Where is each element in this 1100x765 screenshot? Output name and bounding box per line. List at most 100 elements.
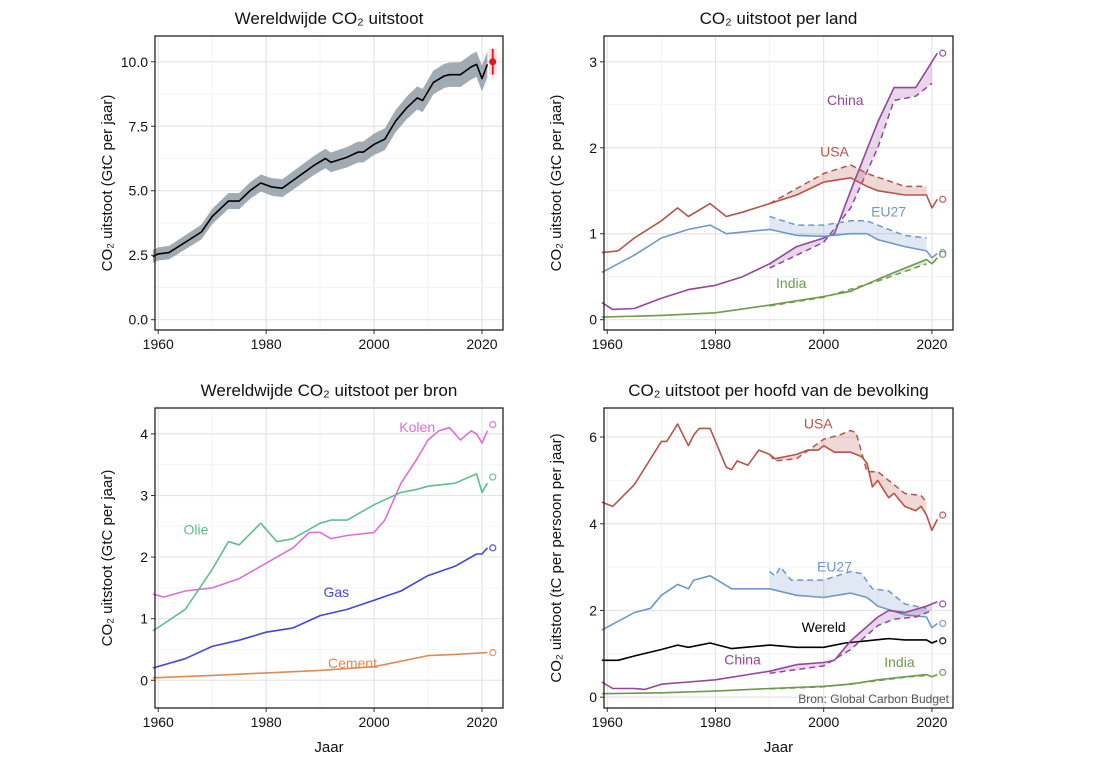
x-tick-label: 1980 [700, 336, 731, 352]
chart-panel-0: Wereldwijde CO₂ uitstoot 1960 1980 2000 2020… [99, 9, 504, 352]
x-tick-label: 1960 [592, 336, 623, 352]
plot-frame [154, 35, 504, 331]
y-tick-label: 2 [589, 140, 597, 156]
y-tick-label: 5.0 [129, 183, 149, 199]
plot-frame [154, 407, 504, 709]
projection-point-gas [489, 544, 497, 552]
consumption-territorial-band-usa [769, 430, 927, 516]
x-tick-label: 1980 [700, 714, 731, 730]
chart-panel-2: Wereldwijde CO₂ uitstoot per bron 1960 198… [99, 381, 504, 756]
y-tick-label: 2 [589, 602, 597, 618]
series-line-eu27 [601, 224, 938, 274]
chart-title: CO₂ uitstoot per hoofd van de bevolking [628, 381, 929, 400]
y-tick-label: 4 [140, 426, 148, 442]
y-axis-label: CO₂ uitstoot (tC per persoon per jaar) [548, 433, 565, 682]
series-line-india [601, 257, 938, 318]
y-tick-label: 2.5 [129, 247, 149, 263]
series-line-usa [601, 177, 938, 254]
consumption-territorial-band-eu27 [769, 567, 927, 617]
series-line-china [601, 601, 938, 691]
y-tick-label: 1 [589, 226, 597, 242]
x-tick-label: 2000 [808, 336, 839, 352]
series-line-india [601, 673, 938, 695]
x-tick-label: 2020 [466, 714, 497, 730]
x-tick-label: 2020 [916, 336, 947, 352]
y-axis-label: CO₂ uitstoot (GtC per jaar) [99, 470, 116, 647]
source-note: Bron: Global Carbon Budget [798, 692, 949, 706]
plot-area [152, 48, 497, 263]
projection-point-china [939, 600, 947, 608]
plot-frame [603, 35, 954, 331]
projection-point [489, 58, 497, 66]
x-tick-label: 2000 [358, 336, 389, 352]
x-tick-label: 2020 [466, 336, 497, 352]
plot-area: Kolen Olie Gas Cement [152, 419, 497, 679]
dashed-line-china [769, 609, 933, 675]
series-label-india: India [884, 654, 915, 670]
dashed-line-eu27 [769, 215, 927, 239]
series-label-usa: USA [804, 415, 833, 431]
series-label-eu27: EU27 [871, 204, 906, 220]
dashed-line-usa [769, 164, 927, 205]
y-tick-label: 7.5 [129, 118, 149, 134]
y-tick-label: 0 [589, 689, 597, 705]
y-axis-label: CO₂ uitstoot (GtC per jaar) [548, 95, 565, 272]
plot-area: USA EU27 Wereld China India [601, 415, 947, 695]
y-tick-label: 0 [140, 672, 148, 688]
series-label-wereld: Wereld [802, 619, 846, 635]
consumption-territorial-band-china [769, 603, 932, 674]
x-axis-label: Jaar [314, 739, 343, 756]
series-line-china [601, 52, 938, 311]
x-tick-label: 1980 [251, 714, 282, 730]
projection-point-india [939, 250, 947, 259]
series-label-eu27: EU27 [817, 558, 852, 574]
series-label-kolen: Kolen [399, 419, 435, 435]
plot-frame [603, 407, 954, 709]
series-label-olie: Olie [184, 521, 209, 537]
series-label-cement: Cement [328, 655, 377, 671]
series-line-wereld [152, 63, 489, 258]
series-line-eu27 [601, 574, 938, 631]
series-label-china: China [724, 652, 761, 668]
y-tick-label: 10.0 [121, 54, 148, 70]
y-axis-label: CO₂ uitstoot (GtC per jaar) [99, 95, 116, 272]
series-label-china: China [827, 92, 864, 108]
y-tick-label: 4 [589, 516, 597, 532]
series-label-gas: Gas [323, 584, 349, 600]
chart-title: Wereldwijde CO₂ uitstoot per bron [201, 381, 458, 400]
x-tick-label: 1980 [251, 336, 282, 352]
series-line-usa [601, 423, 939, 532]
series-line-olie [152, 473, 489, 632]
dashed-line-usa [769, 429, 928, 503]
x-tick-label: 2000 [358, 714, 389, 730]
series-line-kolen [152, 426, 489, 598]
series-line-cement [152, 651, 488, 679]
series-label-usa: USA [820, 143, 849, 159]
y-tick-label: 3 [589, 54, 597, 70]
chart-panel-3: CO₂ uitstoot per hoofd van de bevolking 1… [548, 381, 954, 756]
series-line-gas [152, 547, 489, 669]
chart-title: Wereldwijde CO₂ uitstoot [235, 9, 424, 28]
chart-title: CO₂ uitstoot per land [700, 9, 858, 28]
dashed-line-india [769, 263, 927, 307]
x-tick-label: 1960 [143, 336, 174, 352]
x-tick-label: 1960 [143, 714, 174, 730]
plot-area: China USA EU27 India [601, 49, 947, 318]
projection-point-wereld [939, 637, 947, 645]
y-tick-label: 1 [140, 611, 148, 627]
x-tick-label: 2020 [916, 714, 947, 730]
y-tick-label: 6 [589, 429, 597, 445]
series-label-india: India [776, 275, 807, 291]
y-tick-label: 3 [140, 487, 148, 503]
x-tick-label: 2000 [808, 714, 839, 730]
x-tick-label: 1960 [592, 714, 623, 730]
projection-point-kolen [489, 420, 497, 429]
projection-point-usa [939, 511, 947, 519]
y-tick-label: 0 [589, 312, 597, 328]
projection-point-china [939, 49, 947, 57]
y-tick-label: 2 [140, 549, 148, 565]
projection-point-olie [489, 473, 497, 481]
dashed-line-china [769, 82, 933, 269]
projection-point-cement [489, 648, 497, 657]
